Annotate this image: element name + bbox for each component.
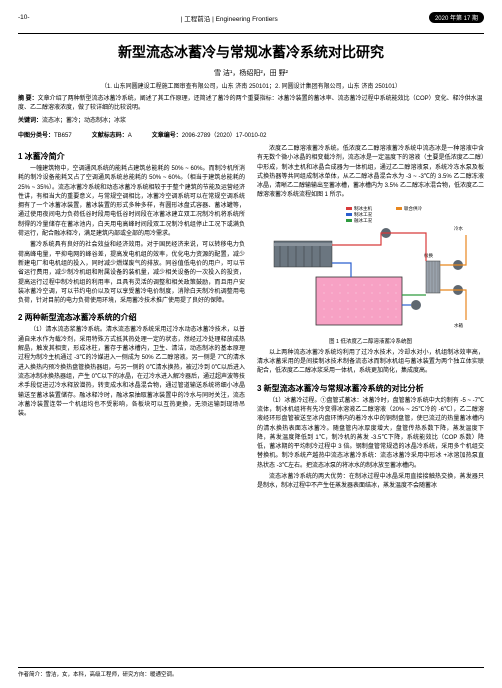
classno: 中图分类号：TB657: [18, 130, 72, 139]
fig-legend-3: 联合供冷: [404, 205, 422, 212]
left-col: 1 冰蓄冷简介 一幢建筑物中，空调通风系统的能耗占建筑总能耗的 50% ~ 60…: [18, 145, 245, 494]
keywords-label: 关键词：: [18, 118, 42, 124]
meta-row: 中图分类号：TB657 文献标志码：A 文章编号：2096-2789（2020）…: [18, 130, 484, 139]
chiller-icon: [274, 241, 332, 267]
right-col: 浓度乙二醇溶液蓄冷系统。低浓度乙二醇溶液蓄冷系统中流态冰是一种溶液中含有无数个微…: [257, 145, 484, 494]
water-label-2: 水箱: [454, 322, 463, 329]
keywords-text: 流态冰；蓄冷；动态制冰；冰浆: [42, 118, 126, 124]
issue-badge: 2020 年第 17 期: [429, 12, 484, 23]
header-row: -10- | 工程前沿 | Engineering Frontiers 2020…: [18, 12, 484, 23]
author-intro: 雪洁，女，本科，高级工程师，研究方向：暖通空调。: [46, 672, 178, 678]
s2-p1: （1）清水流态浆蓄冷系统。清水流态蓄冷系统采用过冷水动态冰蓄冷技术，以普通自来水…: [18, 326, 245, 419]
s3-title: 3 新型流态冰蓄冷与常规冰蓄冷系统的对比分析: [257, 383, 484, 394]
tank-icon: [316, 277, 402, 325]
fig-legend-2: 制冰工况: [354, 211, 372, 218]
abstract-block: 摘 要：文章介绍了两种新型流态冰蓄冷系统，阐述了其工作原理，还简述了蓄冷的两个重…: [18, 95, 484, 113]
top-divider: [18, 33, 484, 34]
columns: 1 冰蓄冷简介 一幢建筑物中，空调通风系统的能耗占建筑总能耗的 50% ~ 60…: [18, 145, 484, 494]
title: 新型流态冰蓄冷与常规冰蓄冷系统对比研究: [18, 42, 484, 62]
fig-legend-1: 制冰主机: [354, 205, 372, 212]
water-label-1: 冷水: [454, 225, 463, 232]
abstract-label: 摘 要：: [18, 96, 38, 102]
s1-title: 1 冰蓄冷简介: [18, 151, 245, 162]
keywords-block: 关键词：流态冰；蓄冷；动态制冰；冰浆: [18, 117, 484, 126]
breadcrumb: | 工程前沿 | Engineering Frontiers: [181, 13, 278, 23]
s3-p2: 流态冰蓄冷系统的两大优势：在制冰过程中冰晶采用直接接触热交换，蒸发器只是制水，制…: [257, 473, 484, 492]
docmark: 文献标志码：A: [92, 130, 132, 139]
s1-p1: 一幢建筑物中，空调通风系统的能耗占建筑总能耗的 50% ~ 60%。而制冷机所消…: [18, 165, 245, 239]
abstract-text: 文章介绍了两种新型流态冰蓄冷系统，阐述了其工作原理，还简述了蓄冷的两个重要指标：…: [18, 96, 483, 111]
articleno: 文章编号：2096-2789（2020）17-0010-02: [152, 130, 267, 139]
s1-p2: 蓄冷系统具有良好的社会效益和经济效用。对于国民经济来说，可以转移电力负荷高峰电量…: [18, 241, 245, 306]
affiliations: （1. 山东同圆建设工程施工图审查有限公司，山东 济南 250101；2. 同圆…: [18, 81, 484, 90]
author-intro-label: 作者简介：: [18, 672, 46, 678]
s2-p3: 以上两种流态冰蓄冷系统均利用了过冷水技术，冷却水对小，机组制冰效率高，清水冰蓄采…: [257, 349, 484, 377]
footer: 作者简介：雪洁，女，本科，高级工程师，研究方向：暖通空调。: [18, 667, 484, 678]
authors: 雪 洁¹，杨绍阳²，田 野²: [18, 68, 484, 78]
s2-p2: 浓度乙二醇溶液蓄冷系统。低浓度乙二醇溶液蓄冷系统中流态冰是一种溶液中含有无数个微…: [257, 145, 484, 201]
s3-p1: （1）冰蓄冷过程。①盘管式蓄冰：冰蓄冷时，盘管蓄冷系统中大约制有 -5 ~ -7…: [257, 397, 484, 471]
figure-1: 制冰主机 制冰工况 融冰工况 联合供冷: [257, 205, 484, 345]
page-number: -10-: [18, 14, 30, 21]
figure-1-caption: 图 1 低浓度乙二醇溶液蓄冷系统图: [257, 337, 484, 345]
s2-title: 2 两种新型流态冰蓄冷系统的介绍: [18, 312, 245, 323]
fig-legend-4: 融冰工况: [354, 217, 372, 224]
